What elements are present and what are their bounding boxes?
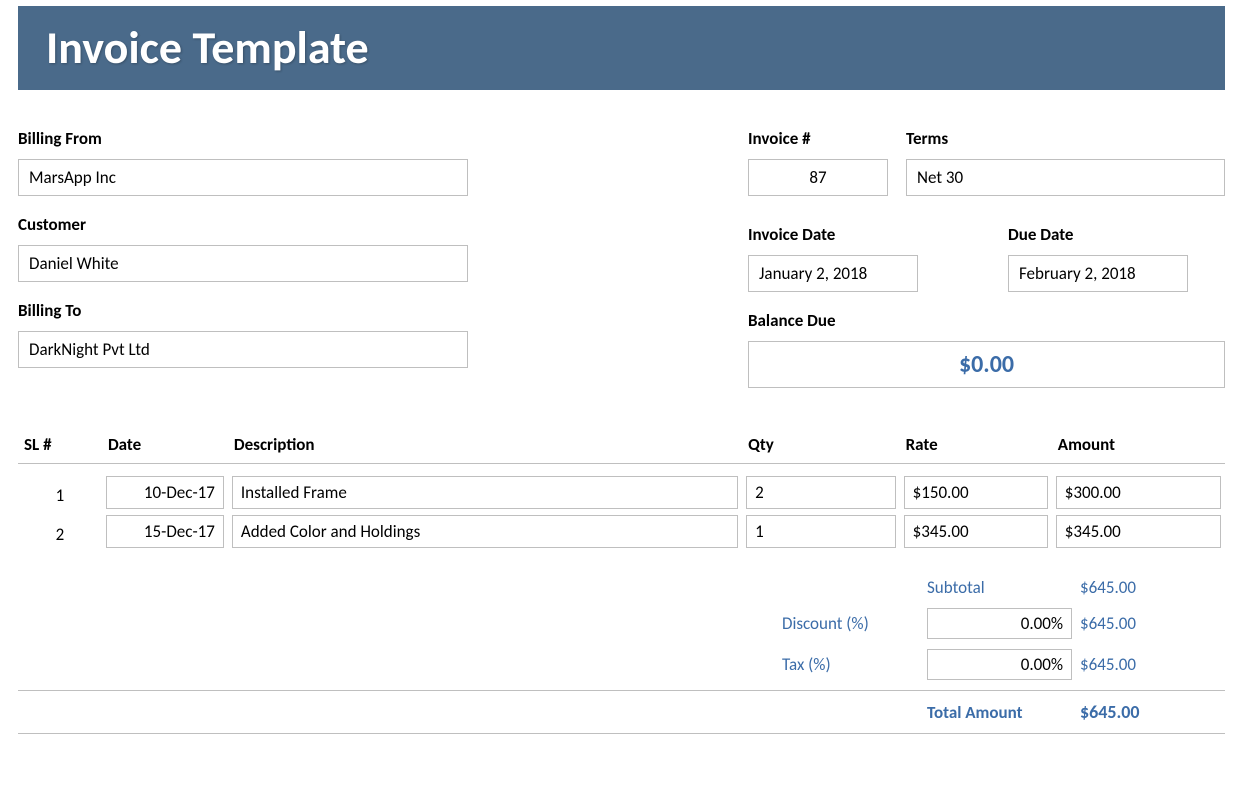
label-billing-to: Billing To [18, 300, 468, 321]
summary-tax-row: Tax (%) 0.00% $645.00 [18, 649, 1225, 680]
input-customer[interactable]: Daniel White [18, 245, 468, 282]
label-invoice-date: Invoice Date [748, 224, 918, 245]
summary-total-row: Total Amount $645.00 [18, 690, 1225, 723]
summary-discount-row: Discount (%) 0.00% $645.00 [18, 608, 1225, 639]
summary-subtotal-row: Subtotal $645.00 [18, 577, 1225, 598]
table-row: 2 15-Dec-17 Added Color and Holdings 1 $… [18, 512, 1225, 551]
input-invoice-date[interactable]: January 2, 2018 [748, 255, 918, 292]
row-date[interactable]: 10-Dec-17 [106, 476, 224, 509]
row-sl: 1 [22, 479, 98, 506]
value-total: $645.00 [1080, 701, 1225, 723]
page-title: Invoice Template [18, 6, 1225, 90]
row-amount[interactable]: $345.00 [1056, 515, 1221, 548]
label-terms: Terms [906, 128, 1225, 149]
col-qty: Qty [742, 428, 899, 464]
row-description[interactable]: Added Color and Holdings [232, 515, 738, 548]
col-sl: SL # [18, 428, 102, 464]
col-rate: Rate [900, 428, 1052, 464]
meta-row-2: Invoice Date January 2, 2018 Due Date Fe… [748, 214, 1225, 292]
meta-row-1: Invoice # 87 Terms Net 30 [748, 118, 1225, 196]
left-column: Billing From MarsApp Inc Customer Daniel… [18, 118, 468, 388]
label-billing-from: Billing From [18, 128, 468, 149]
label-due-date: Due Date [1008, 224, 1188, 245]
input-invoice-no[interactable]: 87 [748, 159, 888, 196]
label-customer: Customer [18, 214, 468, 235]
input-discount[interactable]: 0.00% [927, 608, 1072, 639]
col-description: Description [228, 428, 742, 464]
row-qty[interactable]: 2 [746, 476, 895, 509]
invoice-page: Invoice Template Billing From MarsApp In… [0, 0, 1243, 754]
value-tax: $645.00 [1080, 654, 1225, 675]
balance-block: Balance Due $0.00 [748, 310, 1225, 388]
input-due-date[interactable]: February 2, 2018 [1008, 255, 1188, 292]
row-description[interactable]: Installed Frame [232, 476, 738, 509]
input-billing-from[interactable]: MarsApp Inc [18, 159, 468, 196]
value-subtotal: $645.00 [1080, 577, 1225, 598]
row-rate[interactable]: $345.00 [904, 515, 1048, 548]
header-section: Billing From MarsApp Inc Customer Daniel… [18, 118, 1225, 388]
label-total: Total Amount [927, 702, 1072, 723]
col-amount: Amount [1052, 428, 1225, 464]
bottom-rule [18, 733, 1225, 734]
row-sl: 2 [22, 518, 98, 545]
col-date: Date [102, 428, 228, 464]
items-section: SL # Date Description Qty Rate Amount 1 … [18, 428, 1225, 551]
input-terms[interactable]: Net 30 [906, 159, 1225, 196]
row-rate[interactable]: $150.00 [904, 476, 1048, 509]
label-tax: Tax (%) [782, 654, 927, 675]
right-column: Invoice # 87 Terms Net 30 Invoice Date J… [508, 118, 1225, 388]
summary-section: Subtotal $645.00 Discount (%) 0.00% $645… [18, 577, 1225, 734]
value-discount: $645.00 [1080, 613, 1225, 634]
input-billing-to[interactable]: DarkNight Pvt Ltd [18, 331, 468, 368]
label-balance-due: Balance Due [748, 310, 1225, 331]
input-tax[interactable]: 0.00% [927, 649, 1072, 680]
value-balance-due: $0.00 [748, 341, 1225, 388]
label-discount: Discount (%) [782, 613, 927, 634]
table-row: 1 10-Dec-17 Installed Frame 2 $150.00 $3… [18, 464, 1225, 513]
label-invoice-no: Invoice # [748, 128, 888, 149]
row-amount[interactable]: $300.00 [1056, 476, 1221, 509]
label-subtotal: Subtotal [927, 577, 1072, 598]
row-date[interactable]: 15-Dec-17 [106, 515, 224, 548]
row-qty[interactable]: 1 [746, 515, 895, 548]
items-table: SL # Date Description Qty Rate Amount 1 … [18, 428, 1225, 551]
